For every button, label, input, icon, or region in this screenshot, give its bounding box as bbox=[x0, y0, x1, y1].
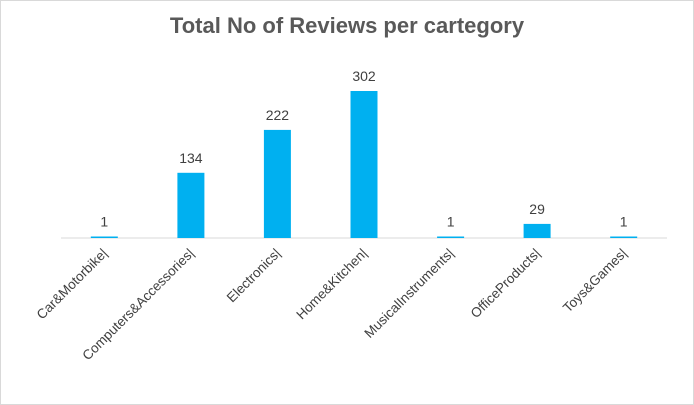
bar-2 bbox=[263, 129, 291, 238]
data-labels-layer: 1 134 222 302 1 29 1 bbox=[100, 68, 627, 230]
chart-title: Total No of Reviews per cartegory bbox=[169, 13, 525, 38]
x-tick-label-6: Toys&Games| bbox=[560, 246, 630, 316]
data-label-1: 134 bbox=[179, 150, 203, 166]
bar-1 bbox=[177, 172, 205, 238]
data-label-4: 1 bbox=[447, 214, 455, 230]
bar-6 bbox=[610, 236, 638, 238]
x-tick-label-4: MusicalInstruments| bbox=[361, 246, 456, 341]
data-label-2: 222 bbox=[266, 107, 290, 123]
data-label-5: 29 bbox=[529, 201, 545, 217]
x-tick-label-3: Home&Kitchen| bbox=[293, 246, 370, 323]
bar-0 bbox=[90, 236, 118, 238]
bar-3 bbox=[350, 91, 378, 238]
bar-5 bbox=[523, 223, 551, 238]
bars-layer bbox=[90, 91, 638, 238]
bar-4 bbox=[437, 236, 465, 238]
data-label-0: 1 bbox=[100, 214, 108, 230]
data-label-3: 302 bbox=[352, 68, 376, 84]
x-tick-labels-layer: Car&Motorbike|Computers&Accessories| Elec… bbox=[34, 246, 630, 364]
x-tick-label-5: OfficeProducts| bbox=[468, 246, 544, 322]
x-tick-label-0: Car&Motorbike| bbox=[34, 246, 111, 323]
data-label-6: 1 bbox=[620, 214, 628, 230]
x-tick-label-2: Electronics| bbox=[224, 246, 284, 306]
